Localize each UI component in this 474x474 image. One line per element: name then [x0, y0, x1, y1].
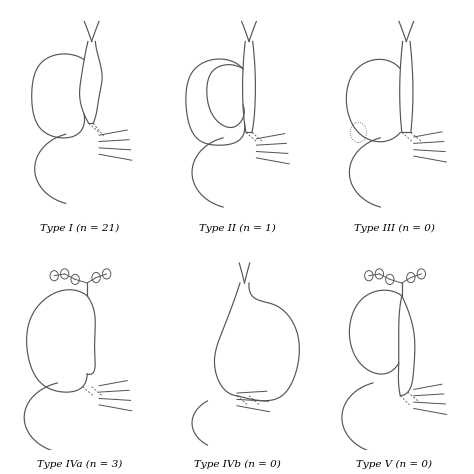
- Text: Type V (n = 0): Type V (n = 0): [356, 460, 432, 469]
- Text: Type III (n = 0): Type III (n = 0): [354, 224, 435, 233]
- Text: Type II (n = 1): Type II (n = 1): [199, 224, 275, 233]
- Text: Type I (n = 21): Type I (n = 21): [40, 224, 119, 233]
- Text: Type IVa (n = 3): Type IVa (n = 3): [37, 460, 122, 469]
- Text: Type IVb (n = 0): Type IVb (n = 0): [193, 460, 281, 469]
